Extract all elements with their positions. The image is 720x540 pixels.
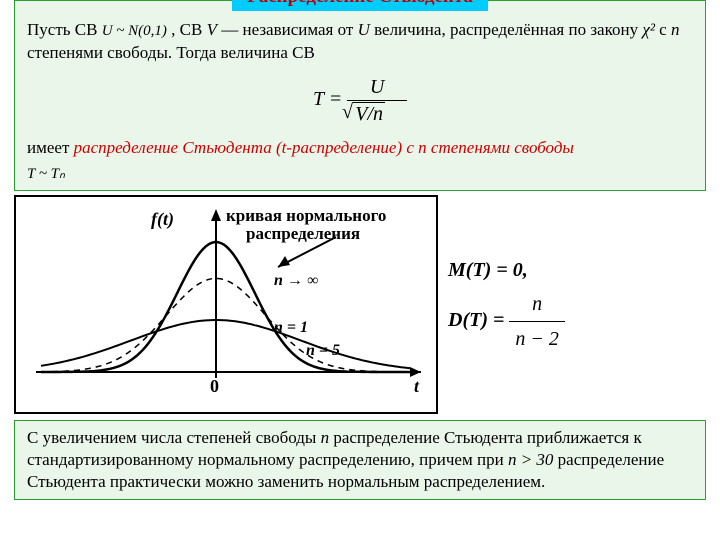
T-notation: T ~ Tₙ [27,165,693,185]
moments: M(T) = 0, D(T) = n n − 2 [448,253,565,356]
svg-text:t: t [414,376,420,396]
svg-text:0: 0 [210,376,219,396]
text: Пусть СВ [27,20,102,39]
condition: n > 30 [508,450,553,469]
density-chart: f(t) t 0 кривая нормальногораспределения n →… [14,195,438,414]
var-den: n − 2 [509,322,565,356]
text: имеет [27,138,74,157]
svg-text:n → ∞: n → ∞ [274,272,318,289]
var-n: n [321,428,330,447]
chi-squared: χ² [642,20,655,39]
svg-text:распределения: распределения [246,224,360,243]
var-lhs: D(T) = [448,309,504,331]
svg-text:кривая нормального: кривая нормального [226,206,386,225]
formula-lhs: T = [313,88,342,110]
var-n: n [671,20,680,39]
mean-formula: M(T) = 0, [448,253,565,287]
text: величина, распределённая по закону [374,20,642,39]
formula-den: V/n √ [347,101,407,127]
formula-fraction: U V/n √ [347,74,407,127]
paragraph-1: Пусть СВ U ~ N(0,1) , СВ V — независимая… [27,19,693,64]
text: , СВ [171,20,206,39]
page-title: Распределение Стьюдента [232,0,488,11]
text: С увеличением числа степеней свободы [27,428,321,447]
variance-formula: D(T) = n n − 2 [448,287,565,356]
formula-num: U [347,74,407,101]
distribution-name: распределение Стьюдента (t-распределение… [74,138,574,157]
note-box: С увеличением числа степеней свободы n р… [14,420,706,500]
math-U-normal: U ~ N(0,1) [102,23,167,39]
text: — независимая от [221,20,357,39]
svg-text:n = 5: n = 5 [306,342,340,359]
text: степенями свободы. Тогда величина СВ [27,43,315,62]
definition-box: Распределение Стьюдента Пусть СВ U ~ N(0… [14,0,706,191]
text: с [659,20,671,39]
var-U: U [358,20,370,39]
formula-T: T = U V/n √ [27,74,693,127]
var-V: V [207,20,217,39]
svg-text:f(t): f(t) [151,209,174,230]
paragraph-2: имеет распределение Стьюдента (t-распред… [27,137,693,159]
var-num: n [509,287,565,322]
svg-text:n = 1: n = 1 [274,319,308,336]
